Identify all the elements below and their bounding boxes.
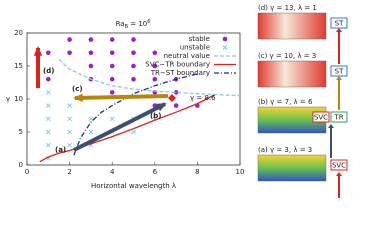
chart-title: RaB = 106 [116,19,151,30]
y-tick-label: 15 [14,62,23,70]
panel-tag-box [330,159,348,171]
legend-label: SVC−TR boundary [145,61,210,69]
stable-point [88,50,94,56]
stable-point [109,76,115,82]
legend-label: TR−ST boundary [150,69,210,77]
panel-label: (a) γ = 3, λ = 3 [258,146,312,154]
y-tick-label: 20 [14,29,23,37]
y-tick-label: 10 [14,95,23,103]
panel-label: (c) γ = 10, λ = 3 [258,52,316,60]
x-axis-label: Horizontal wavelength λ [91,182,176,190]
annotation: (d) [43,67,54,75]
stable-point [109,50,115,56]
stable-point [131,50,136,56]
stable-point [152,50,158,56]
annotation: (a) [55,146,66,154]
panel-image [257,60,327,88]
arrow-head [73,93,83,103]
panel-tag: ST [335,68,344,76]
stable-point [88,63,94,69]
unstable-point [88,129,94,135]
panel-arrow-head [336,28,342,32]
x-tick-label: 4 [110,168,115,176]
stable-point [109,37,115,42]
legend-swatch [222,45,228,50]
unstable-point [67,142,72,148]
panel-tag-box [312,111,330,123]
legend-label: unstable [180,44,210,52]
unstable-point [45,90,51,95]
series-line [73,73,198,156]
stable-point [109,63,115,69]
series-line [39,94,215,163]
annotation: (c) [72,85,83,93]
title-base: Ra [116,20,125,28]
y-axis-label: γ [6,95,10,103]
unstable-point [45,129,51,135]
legend-label: stable [189,35,210,43]
x-tick-label: 2 [67,168,71,176]
unstable-point [109,116,115,122]
panel-tag: ST [335,20,344,28]
title-sup: 6 [147,19,150,25]
stable-point [131,76,136,82]
stable-point [67,37,72,42]
unstable-point [131,129,136,135]
panel-image [257,154,327,182]
x-tick-label: 8 [195,168,199,176]
unstable-point [45,116,51,122]
panel-label: (b) γ = 7, λ = 6 [258,98,313,106]
panels: (d) γ = 13, λ = 1 ST (c) γ = 10, λ = 3 ST (b… [257,4,348,198]
stable-point [131,37,136,42]
unstable-point [67,116,72,122]
stable-point [67,50,72,56]
panel-arrow-head [328,124,334,128]
series-line [58,58,241,97]
stable-point [46,50,51,56]
panel-image [257,12,327,40]
y-tick-label: 0 [19,161,23,169]
stable-point [131,63,136,69]
panel-tag: SVC [332,162,346,170]
panel-arrow-head [336,172,342,176]
unstable-point [67,129,72,135]
annotation: γ = 8.6 [190,94,216,102]
x-tick-label: 6 [153,168,158,176]
panel-arrow-head [336,76,342,80]
stable-point [152,76,158,82]
stable-point [46,76,51,82]
y-tick-label: 5 [19,128,23,136]
stable-point [109,90,115,95]
arrow-shaft [74,94,169,100]
annotation: (b) [150,112,161,120]
plot [26,32,241,166]
figure: (d) γ = 13, λ = 1 ST (c) γ = 10, λ = 3 ST (b… [6,4,348,198]
panel-tag-box [330,111,348,123]
x-tick-label: 0 [25,168,29,176]
panel-tag: TR [333,114,343,122]
stable-point [152,63,158,69]
arrow-head [156,103,167,112]
x-tick-label: 10 [236,168,245,176]
panel-tag: SVC [314,114,328,122]
stable-point [173,103,179,108]
title-mid: = 10 [128,20,147,28]
diamond-marker [168,94,176,102]
stable-point [88,37,94,42]
unstable-point [45,142,51,148]
arrow-head [33,46,43,56]
panel-label: (d) γ = 13, λ = 1 [258,4,317,12]
legend-swatch [222,36,228,42]
arrow-shaft [73,102,166,152]
stable-point [173,90,179,95]
legend-label: neutral value [164,52,210,60]
title-sub: B [125,24,129,30]
unstable-point [45,103,51,108]
unstable-point [88,116,94,122]
unstable-point [67,103,72,108]
